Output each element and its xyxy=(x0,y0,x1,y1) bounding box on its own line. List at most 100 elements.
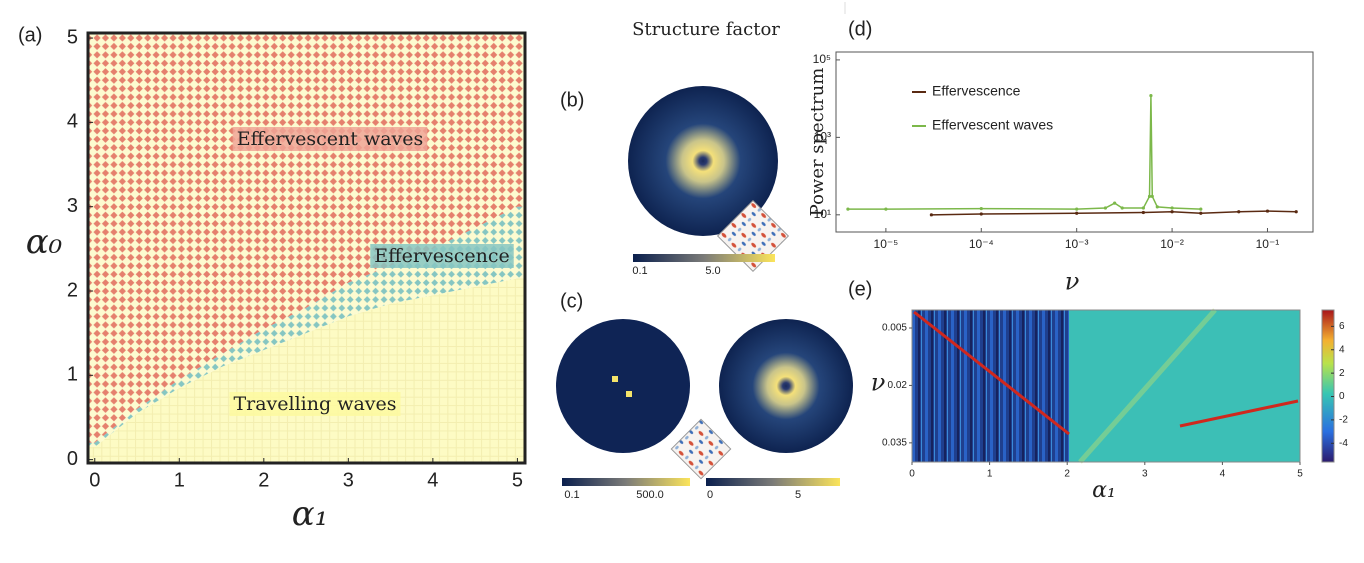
y-tick-label: 2 xyxy=(67,279,78,301)
y-tick-label: 10³ xyxy=(814,130,831,144)
point xyxy=(1265,209,1270,213)
colorbar xyxy=(706,478,840,486)
legend-label: Effervescent waves xyxy=(932,117,1053,133)
panel-label: (a) xyxy=(18,24,42,46)
series-line xyxy=(847,95,1201,210)
x-tick-label: 0 xyxy=(89,469,100,491)
heatmap-image xyxy=(912,308,1300,464)
cb-tick-label: 0 xyxy=(1339,391,1345,402)
label-bg xyxy=(232,127,428,151)
point xyxy=(1149,93,1153,98)
point xyxy=(1155,205,1159,209)
legend-label: Effervescence xyxy=(932,83,1021,99)
x-tick-label: 10⁻⁵ xyxy=(874,237,899,251)
snapshot xyxy=(716,199,790,273)
region-label: Effervescent waves xyxy=(237,128,424,150)
y-tick-label: 10¹ xyxy=(814,207,831,221)
panel-label: (d) xyxy=(848,18,872,40)
colorbar xyxy=(633,254,775,262)
frame xyxy=(86,31,527,465)
panel-label: (b) xyxy=(560,89,584,111)
frame xyxy=(911,309,1301,463)
x-tick-label: 3 xyxy=(343,469,354,491)
y-tick-label: 0 xyxy=(67,448,78,470)
sf-image xyxy=(556,319,690,453)
cb-tick: 500.0 xyxy=(636,489,664,501)
x-tick-label: 10⁻⁴ xyxy=(969,237,994,251)
cb-tick: 0.1 xyxy=(632,265,647,277)
point xyxy=(1075,207,1079,211)
x-tick-label: 10⁻¹ xyxy=(1256,237,1280,251)
region-label: Effervescence xyxy=(374,245,509,267)
cb-tick-label: 6 xyxy=(1339,321,1345,332)
panel-label: (e) xyxy=(848,278,872,300)
cb-tick-label: 2 xyxy=(1339,368,1345,379)
x-tick-label: 5 xyxy=(1297,469,1303,480)
y-tick-label: 5 xyxy=(67,26,78,48)
y-tick-label: 1 xyxy=(67,364,78,386)
cb-tick-label: 4 xyxy=(1339,344,1345,355)
x-axis-label: ν xyxy=(1065,268,1080,296)
point xyxy=(1113,201,1117,205)
x-axis-label: α₁ xyxy=(1092,478,1116,503)
point xyxy=(1170,210,1174,214)
phase-region xyxy=(88,278,525,463)
x-tick-label: 2 xyxy=(258,469,269,491)
x-tick-label: 10⁻² xyxy=(1160,237,1184,251)
point xyxy=(884,207,888,211)
point xyxy=(1199,211,1203,215)
point xyxy=(1150,194,1154,198)
y-axis-label: Power spectrum xyxy=(807,68,828,217)
x-tick-label: 0 xyxy=(909,469,915,480)
cb-tick-label: -2 xyxy=(1339,415,1348,426)
y-tick-label: 3 xyxy=(67,195,78,217)
cb-tick: 0 xyxy=(707,489,713,501)
point xyxy=(1294,210,1298,214)
cb-tick: 5.0 xyxy=(705,265,720,277)
point xyxy=(1237,210,1241,214)
point xyxy=(1199,207,1203,211)
sf-image xyxy=(628,86,778,236)
x-tick-label: 5 xyxy=(512,469,523,491)
cb-tick-label: -4 xyxy=(1339,438,1348,449)
snapshot xyxy=(670,418,732,480)
label-bg xyxy=(229,392,401,416)
y-tick-label: 10⁵ xyxy=(813,52,831,66)
colorbar xyxy=(1321,309,1335,463)
panel-label: (c) xyxy=(560,290,583,312)
y-tick-label: 4 xyxy=(67,111,78,133)
point xyxy=(1075,211,1079,215)
point xyxy=(1120,206,1124,210)
y-tick-label: 0.035 xyxy=(882,437,907,448)
point xyxy=(1147,194,1152,198)
point xyxy=(1141,210,1145,215)
x-tick-label: 10⁻³ xyxy=(1065,237,1089,251)
point xyxy=(1103,206,1108,210)
x-tick-label: 1 xyxy=(987,469,993,480)
x-tick-label: 3 xyxy=(1142,469,1148,480)
point xyxy=(1170,206,1174,210)
x-tick-label: 1 xyxy=(174,469,185,491)
sf-title: Structure factor xyxy=(632,19,780,40)
series-line xyxy=(931,210,1297,216)
label-bg xyxy=(370,244,514,268)
cb-tick: 0.1 xyxy=(564,489,579,501)
x-tick-label: 4 xyxy=(1220,469,1226,480)
point xyxy=(1141,206,1145,210)
peak xyxy=(626,391,632,397)
x-tick-label: 2 xyxy=(1064,469,1070,480)
region-label: Travelling waves xyxy=(233,393,396,415)
peak xyxy=(612,376,618,382)
y-axis-label: ν xyxy=(871,369,886,397)
cb-tick: 5 xyxy=(795,489,801,501)
x-tick-label: 4 xyxy=(427,469,438,491)
point xyxy=(846,207,850,211)
point xyxy=(929,213,934,217)
sf-image xyxy=(719,319,853,453)
point xyxy=(979,206,983,211)
frame xyxy=(835,51,1314,233)
colorbar xyxy=(562,478,690,486)
y-tick-label: 0.02 xyxy=(888,380,908,391)
